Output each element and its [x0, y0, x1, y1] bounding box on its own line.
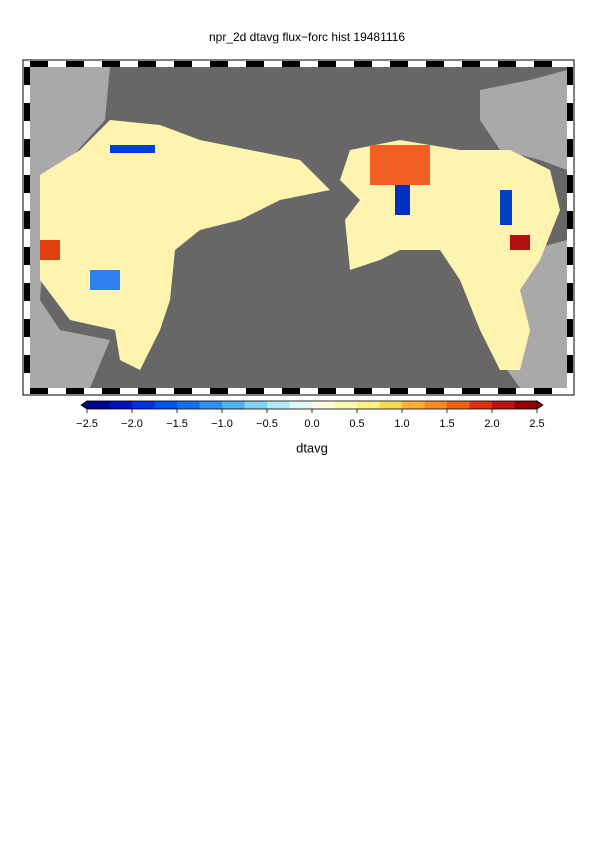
colorbar-segment	[447, 401, 470, 409]
frame-tick	[462, 388, 480, 394]
frame-tick	[24, 103, 30, 121]
colorbar-segment	[424, 401, 448, 409]
colorbar-segment	[379, 401, 403, 409]
frame-tick	[24, 67, 30, 85]
data-cell	[90, 270, 120, 290]
frame-tick	[498, 388, 516, 394]
colorbar-tick-label: −1.0	[211, 418, 233, 430]
frame-tick	[318, 388, 336, 394]
frame-tick	[534, 61, 552, 67]
frame-tick	[282, 388, 300, 394]
colorbar-segment	[177, 401, 200, 409]
colorbar-tick-label: −2.0	[121, 418, 143, 430]
colorbar-tick-label: 2.5	[529, 418, 544, 430]
frame-tick	[567, 247, 573, 265]
colorbar-segment	[334, 401, 358, 409]
frame-tick	[318, 61, 336, 67]
colorbar-tick-label: 2.0	[484, 418, 499, 430]
frame-tick	[24, 319, 30, 337]
frame-tick	[462, 61, 480, 67]
frame-tick	[390, 61, 408, 67]
frame-tick	[426, 388, 444, 394]
frame-tick	[138, 61, 156, 67]
frame-tick	[567, 139, 573, 157]
frame-tick	[66, 388, 84, 394]
data-region	[40, 120, 330, 370]
colorbar-tick-label: 0.5	[349, 418, 364, 430]
data-cell	[370, 145, 430, 185]
frame-tick	[24, 283, 30, 301]
frame-tick	[354, 388, 372, 394]
data-cell	[110, 145, 155, 153]
colorbar-segment	[469, 401, 493, 409]
frame-tick	[24, 355, 30, 373]
colorbar-segment	[87, 401, 110, 409]
frame-outline	[22, 59, 575, 396]
colorbar-tick-label: 0.0	[304, 418, 319, 430]
map	[22, 59, 575, 396]
frame-tick	[567, 67, 573, 85]
frame-tick	[66, 61, 84, 67]
colorbar-segment	[154, 401, 178, 409]
colorbar-segment	[289, 401, 313, 409]
colorbar-segment	[402, 401, 425, 409]
frame-tick	[102, 388, 120, 394]
colorbar-tick-label: −1.5	[166, 418, 188, 430]
frame-tick	[567, 283, 573, 301]
land	[480, 70, 567, 170]
frame-tick	[30, 61, 48, 67]
data-cell	[510, 235, 530, 250]
frame-tick	[426, 61, 444, 67]
map-title: npr_2d dtavg flux−forc hist 19481116	[209, 30, 405, 44]
frame-tick	[567, 319, 573, 337]
frame-tick	[30, 388, 48, 394]
frame-tick	[354, 61, 372, 67]
frame-ticks	[24, 61, 573, 394]
colorbar: −2.5 −2.0 −1.5 −1.0 −0.5 0.0 0.5 1.0 1.5 2.0 2.5	[76, 400, 545, 430]
colorbar-segment	[222, 401, 245, 409]
frame-tick	[210, 388, 228, 394]
colorbar-segment	[357, 401, 380, 409]
frame-tick	[498, 61, 516, 67]
frame-tick	[567, 103, 573, 121]
frame-tick	[567, 211, 573, 229]
frame-tick	[24, 211, 30, 229]
frame-tick	[174, 388, 192, 394]
colorbar-segment	[199, 401, 223, 409]
colorbar-tick-label: −2.5	[76, 418, 98, 430]
data-cell	[395, 185, 410, 215]
colorbar-segment	[244, 401, 268, 409]
frame-tick	[246, 61, 264, 67]
colorbar-tick-label: 1.0	[394, 418, 409, 430]
frame-tick	[534, 388, 552, 394]
frame-tick	[567, 175, 573, 193]
frame-tick	[282, 61, 300, 67]
colorbar-segment	[267, 401, 290, 409]
frame-tick	[24, 139, 30, 157]
frame-tick	[138, 388, 156, 394]
land	[30, 67, 110, 388]
frame-tick	[567, 355, 573, 373]
colorbar-tick-label: 1.5	[439, 418, 454, 430]
frame-tick	[174, 61, 192, 67]
data-cell	[40, 240, 60, 260]
frame-tick	[210, 61, 228, 67]
frame-tick	[102, 61, 120, 67]
colorbar-segment	[492, 401, 515, 409]
data-cell	[500, 190, 512, 225]
frame-tick	[24, 247, 30, 265]
frame-tick	[24, 175, 30, 193]
colorbar-segment	[109, 401, 133, 409]
colorbar-segment	[132, 401, 155, 409]
frame-tick	[246, 388, 264, 394]
colorbar-segment	[312, 401, 335, 409]
colorbar-segment	[514, 401, 538, 409]
frame-tick	[390, 388, 408, 394]
colorbar-label: dtavg	[296, 440, 328, 455]
colorbar-tick-label: −0.5	[256, 418, 278, 430]
